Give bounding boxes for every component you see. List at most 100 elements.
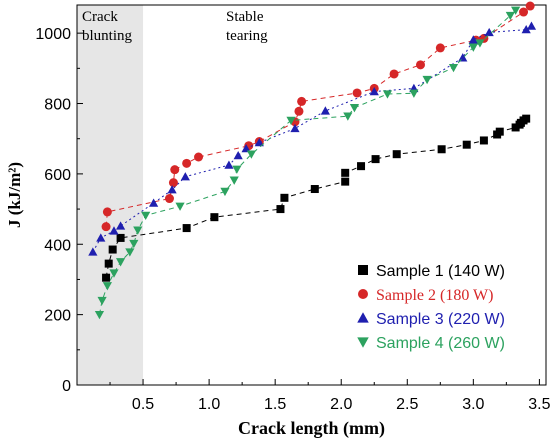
y-axis-title: J (kJ/m²) bbox=[5, 162, 24, 228]
data-point bbox=[254, 137, 264, 147]
y-tick-label: 600 bbox=[44, 167, 71, 184]
data-point bbox=[168, 178, 178, 188]
data-point bbox=[522, 114, 531, 123]
data-point bbox=[220, 187, 230, 197]
region-label-line: tearing bbox=[226, 28, 268, 44]
data-point bbox=[495, 127, 504, 136]
data-point bbox=[94, 310, 105, 320]
series-layer bbox=[88, 1, 537, 320]
data-point bbox=[102, 273, 111, 282]
y-tick-label: 1000 bbox=[35, 26, 71, 43]
data-point bbox=[458, 53, 468, 62]
data-point bbox=[525, 1, 535, 11]
data-point bbox=[462, 140, 471, 149]
data-point bbox=[392, 150, 401, 159]
x-tick-label: 1.0 bbox=[198, 396, 220, 413]
y-tick-label: 400 bbox=[44, 237, 71, 254]
data-point bbox=[290, 123, 300, 133]
data-point bbox=[246, 150, 256, 159]
data-point bbox=[519, 7, 529, 17]
x-tick-label: 3.5 bbox=[528, 396, 550, 413]
data-point bbox=[96, 233, 106, 242]
data-point bbox=[115, 258, 126, 267]
data-point bbox=[164, 194, 174, 204]
data-point bbox=[294, 106, 304, 116]
data-point bbox=[468, 43, 478, 52]
data-point bbox=[182, 224, 191, 233]
legend-marker bbox=[357, 312, 369, 323]
data-point bbox=[343, 112, 353, 121]
series-3 bbox=[88, 21, 537, 256]
region-label-0: Crack blunting bbox=[82, 9, 133, 44]
data-point bbox=[167, 185, 177, 194]
data-point bbox=[109, 226, 119, 235]
data-point bbox=[320, 106, 330, 115]
x-tick-label: 1.5 bbox=[264, 396, 286, 413]
data-point bbox=[241, 143, 251, 153]
data-point bbox=[97, 296, 107, 306]
x-tick-label: 3.0 bbox=[462, 396, 484, 413]
data-point bbox=[125, 248, 135, 257]
legend-label: Sample 1 (140 W) bbox=[376, 263, 505, 280]
data-point bbox=[341, 177, 350, 186]
y-tick-label: 200 bbox=[44, 308, 71, 325]
data-point bbox=[371, 155, 380, 164]
data-point bbox=[357, 162, 366, 171]
region-label-line: Crack bbox=[82, 9, 118, 25]
legend-label: Sample 2 (180 W) bbox=[376, 287, 493, 304]
data-point bbox=[349, 104, 360, 113]
region-shade-0 bbox=[77, 5, 144, 385]
legend-marker bbox=[358, 265, 368, 275]
data-point bbox=[475, 39, 485, 48]
data-point bbox=[505, 11, 515, 21]
data-point bbox=[149, 198, 159, 207]
data-point bbox=[182, 158, 192, 168]
plot-frame bbox=[76, 4, 547, 386]
data-point bbox=[341, 168, 350, 177]
data-point bbox=[129, 239, 139, 249]
series-1 bbox=[102, 114, 531, 282]
legend-marker bbox=[358, 289, 368, 299]
data-point bbox=[141, 211, 151, 221]
data-point bbox=[224, 160, 234, 169]
data-point bbox=[437, 145, 446, 154]
data-point bbox=[468, 35, 478, 44]
regions-layer bbox=[77, 5, 144, 385]
data-point bbox=[286, 116, 296, 126]
data-point bbox=[232, 165, 242, 174]
series-line bbox=[105, 5, 531, 227]
data-point bbox=[115, 221, 126, 230]
data-point bbox=[409, 89, 419, 98]
data-point bbox=[352, 88, 362, 98]
data-point bbox=[389, 69, 399, 79]
data-point bbox=[280, 193, 289, 202]
data-point bbox=[88, 247, 98, 256]
data-point bbox=[133, 226, 143, 235]
data-point bbox=[233, 150, 243, 160]
data-point bbox=[297, 96, 307, 106]
data-point bbox=[310, 185, 319, 194]
labels-layer: Crack blunting Stable tearing bbox=[82, 9, 268, 44]
data-point bbox=[108, 245, 117, 254]
legend-label: Sample 3 (220 W) bbox=[376, 311, 505, 328]
data-point bbox=[484, 27, 494, 37]
region-label-line: Stable bbox=[226, 9, 264, 25]
data-point bbox=[194, 152, 204, 162]
x-axis-title: Crack length (mm) bbox=[238, 418, 385, 439]
data-point bbox=[109, 269, 119, 278]
region-label-line: blunting bbox=[82, 28, 133, 44]
data-point bbox=[229, 176, 239, 185]
data-point bbox=[210, 213, 219, 222]
x-tick-label: 2.5 bbox=[396, 396, 418, 413]
y-tick-label: 800 bbox=[44, 97, 71, 114]
data-point bbox=[104, 259, 113, 268]
data-point bbox=[479, 136, 488, 145]
series-4 bbox=[94, 6, 521, 320]
data-point bbox=[422, 75, 432, 85]
data-point bbox=[116, 233, 125, 242]
data-point bbox=[521, 25, 531, 34]
region-label-1: Stable tearing bbox=[226, 9, 268, 44]
legend-marker bbox=[357, 337, 369, 348]
data-point bbox=[170, 165, 180, 175]
